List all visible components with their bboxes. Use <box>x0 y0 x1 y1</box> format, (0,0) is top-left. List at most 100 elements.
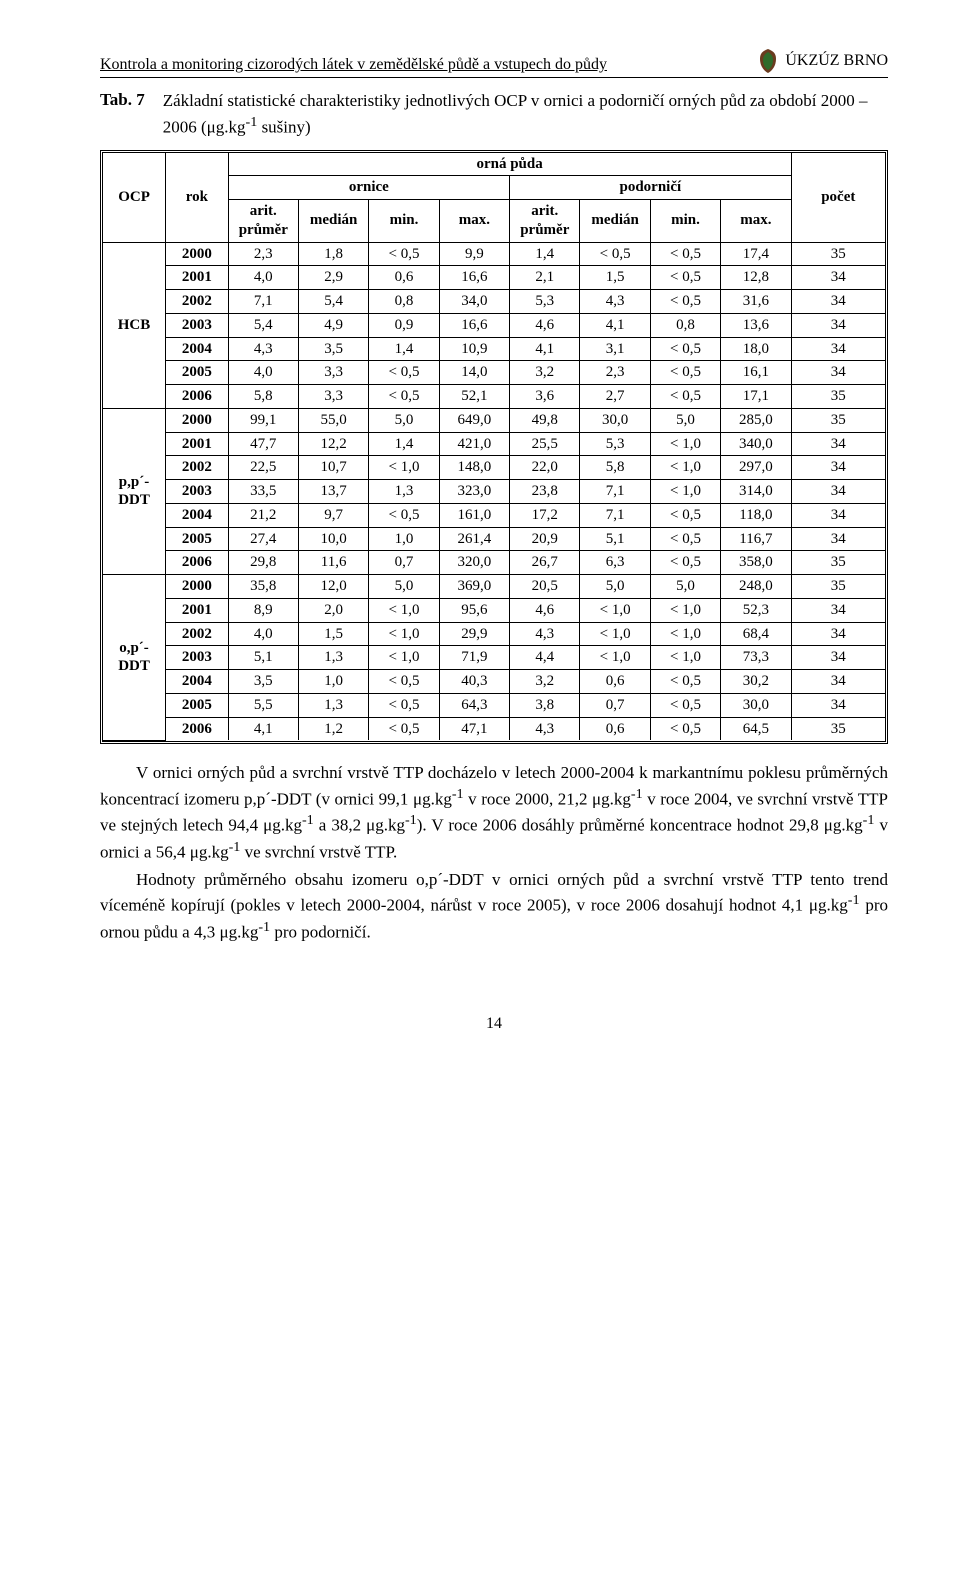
data-table-frame: OCProkorná půdapočetornicepodorničíarit.… <box>100 150 888 744</box>
table-row: 200333,513,71,3323,023,87,1< 1,0314,034 <box>103 480 885 504</box>
page-number: 14 <box>100 1015 888 1033</box>
cell: 20,5 <box>510 575 580 599</box>
cell: 18,0 <box>721 337 791 361</box>
cell: < 0,5 <box>650 717 720 740</box>
cell: 5,3 <box>510 290 580 314</box>
table-row: 20035,44,90,916,64,64,10,813,634 <box>103 313 885 337</box>
cell: < 0,5 <box>650 242 720 266</box>
cell-year: 2004 <box>166 503 229 527</box>
table-row: o,p´-DDT200035,812,05,0369,020,55,05,024… <box>103 575 885 599</box>
cell: 1,4 <box>510 242 580 266</box>
cell: 4,1 <box>580 313 650 337</box>
cell: 7,1 <box>580 480 650 504</box>
cell: < 1,0 <box>650 456 720 480</box>
cell: 34 <box>791 598 885 622</box>
cell: 34 <box>791 670 885 694</box>
cell: 4,1 <box>510 337 580 361</box>
cell: 1,2 <box>298 717 368 740</box>
cell: 30,2 <box>721 670 791 694</box>
cell: 320,0 <box>439 551 509 575</box>
cell: 35 <box>791 408 885 432</box>
cell: < 0,5 <box>650 361 720 385</box>
cell: 3,2 <box>510 361 580 385</box>
brand-text: ÚKZÚZ BRNO <box>785 52 888 70</box>
table-row: 20024,01,5< 1,029,94,3< 1,0< 1,068,434 <box>103 622 885 646</box>
cell: 34 <box>791 361 885 385</box>
cell: < 0,5 <box>650 385 720 409</box>
cell-year: 2001 <box>166 266 229 290</box>
cell: 3,5 <box>298 337 368 361</box>
cell: < 0,5 <box>369 503 439 527</box>
table-row: HCB20002,31,8< 0,59,91,4< 0,5< 0,517,435 <box>103 242 885 266</box>
cell: 30,0 <box>580 408 650 432</box>
cell: 0,6 <box>580 717 650 740</box>
cell-year: 2006 <box>166 385 229 409</box>
cell: < 0,5 <box>369 242 439 266</box>
cell-year: 2004 <box>166 337 229 361</box>
cell: 34 <box>791 290 885 314</box>
cell: 4,0 <box>228 266 298 290</box>
cell: 5,0 <box>369 575 439 599</box>
col-9: max. <box>721 200 791 243</box>
cell: 21,2 <box>228 503 298 527</box>
table-row: 20014,02,90,616,62,11,5< 0,512,834 <box>103 266 885 290</box>
cell: < 1,0 <box>650 622 720 646</box>
cell: < 1,0 <box>650 598 720 622</box>
cell: < 1,0 <box>580 622 650 646</box>
cell: 5,3 <box>580 432 650 456</box>
cell: 1,5 <box>580 266 650 290</box>
cell: 4,3 <box>510 717 580 740</box>
cell: 2,9 <box>298 266 368 290</box>
cell: 17,2 <box>510 503 580 527</box>
cell: 1,5 <box>298 622 368 646</box>
cell: 2,3 <box>580 361 650 385</box>
data-table: OCProkorná půdapočetornicepodorničíarit.… <box>103 153 885 741</box>
cell: < 0,5 <box>650 670 720 694</box>
col-7: medián <box>580 200 650 243</box>
cell: 17,4 <box>721 242 791 266</box>
cell: 11,6 <box>298 551 368 575</box>
cell: 16,6 <box>439 266 509 290</box>
cell-year: 2000 <box>166 575 229 599</box>
cell: 2,0 <box>298 598 368 622</box>
cell: 5,8 <box>580 456 650 480</box>
cell: < 0,5 <box>650 551 720 575</box>
cell: 16,6 <box>439 313 509 337</box>
cell: 34 <box>791 313 885 337</box>
cell: < 0,5 <box>650 266 720 290</box>
cell: 6,3 <box>580 551 650 575</box>
cell: 5,1 <box>228 646 298 670</box>
cell: < 1,0 <box>650 646 720 670</box>
cell: 34 <box>791 480 885 504</box>
col-ornice: ornice <box>228 176 510 200</box>
group-label: HCB <box>103 242 166 408</box>
table-row: p,p´-DDT200099,155,05,0649,049,830,05,02… <box>103 408 885 432</box>
cell: < 0,5 <box>650 503 720 527</box>
cell: < 0,5 <box>369 361 439 385</box>
cell: 20,9 <box>510 527 580 551</box>
cell: 34 <box>791 266 885 290</box>
crest-logo-icon <box>757 48 779 74</box>
cell: 0,9 <box>369 313 439 337</box>
table-row: 200147,712,21,4421,025,55,3< 1,0340,034 <box>103 432 885 456</box>
cell: 22,5 <box>228 456 298 480</box>
cell-year: 2001 <box>166 598 229 622</box>
cell: 23,8 <box>510 480 580 504</box>
cell: 116,7 <box>721 527 791 551</box>
cell-year: 2005 <box>166 361 229 385</box>
cell: 34 <box>791 527 885 551</box>
cell: 2,1 <box>510 266 580 290</box>
cell: 1,3 <box>298 646 368 670</box>
cell-year: 2000 <box>166 242 229 266</box>
cell: 34,0 <box>439 290 509 314</box>
cell: 8,9 <box>228 598 298 622</box>
cell-year: 2003 <box>166 480 229 504</box>
cell: 5,0 <box>650 408 720 432</box>
cell: < 0,5 <box>580 242 650 266</box>
cell: 421,0 <box>439 432 509 456</box>
col-6: arit.průměr <box>510 200 580 243</box>
cell-year: 2000 <box>166 408 229 432</box>
table-row: 200629,811,60,7320,026,76,3< 0,5358,035 <box>103 551 885 575</box>
cell: 0,8 <box>650 313 720 337</box>
table-row: 200421,29,7< 0,5161,017,27,1< 0,5118,034 <box>103 503 885 527</box>
